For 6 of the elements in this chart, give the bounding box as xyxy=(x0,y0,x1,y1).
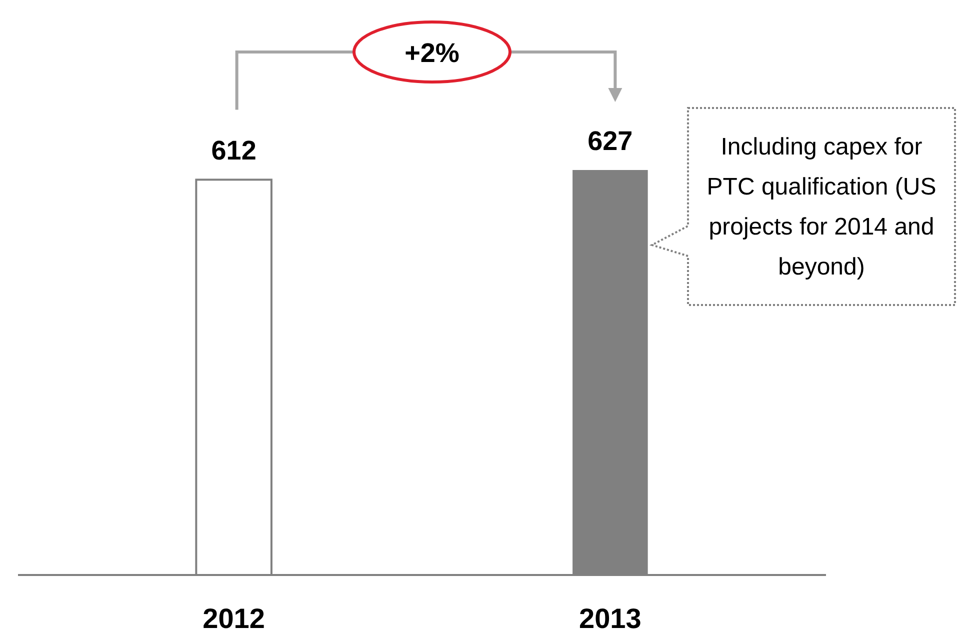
text: +2% xyxy=(404,38,460,68)
x-tick-label: 2012 xyxy=(202,603,265,634)
data-label: 627 xyxy=(588,126,633,156)
data-label: 612 xyxy=(211,136,256,166)
annotation: Including capex for PTC qualification (US projects for 2014 and beyond) xyxy=(706,134,936,280)
x-tick-label: 2013 xyxy=(579,603,642,634)
